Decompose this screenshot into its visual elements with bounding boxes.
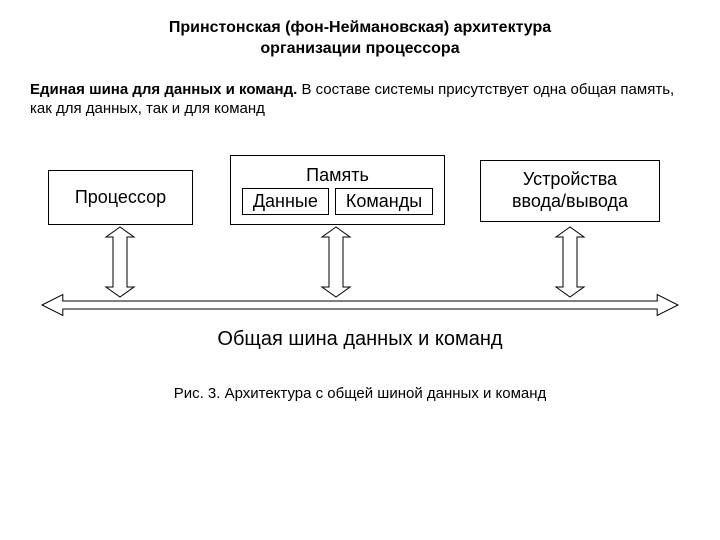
- subtitle-bold: Единая шина для данных и команд.: [30, 81, 297, 98]
- memory-box: Память Данные Команды: [230, 155, 445, 225]
- memory-inner-row: Данные Команды: [242, 188, 433, 219]
- bus-label: Общая шина данных и команд: [0, 328, 720, 351]
- subtitle: Единая шина для данных и команд. В соста…: [0, 60, 720, 119]
- io-label-2: ввода/вывода: [512, 191, 628, 213]
- title-line-1: Принстонская (фон-Неймановская) архитект…: [169, 19, 551, 36]
- architecture-diagram: Процессор Память Данные Команды Устройст…: [0, 155, 720, 375]
- figure-caption: Рис. 3. Архитектура с общей шиной данных…: [0, 385, 720, 402]
- processor-label: Процессор: [75, 187, 166, 208]
- io-box: Устройства ввода/вывода: [480, 160, 660, 222]
- memory-cmds-box: Команды: [335, 188, 433, 215]
- title-line-2: организации процессора: [260, 40, 459, 57]
- processor-box: Процессор: [48, 170, 193, 225]
- memory-data-box: Данные: [242, 188, 329, 215]
- io-label-1: Устройства: [523, 169, 617, 191]
- page-title: Принстонская (фон-Неймановская) архитект…: [0, 0, 720, 60]
- memory-label: Память: [306, 162, 369, 188]
